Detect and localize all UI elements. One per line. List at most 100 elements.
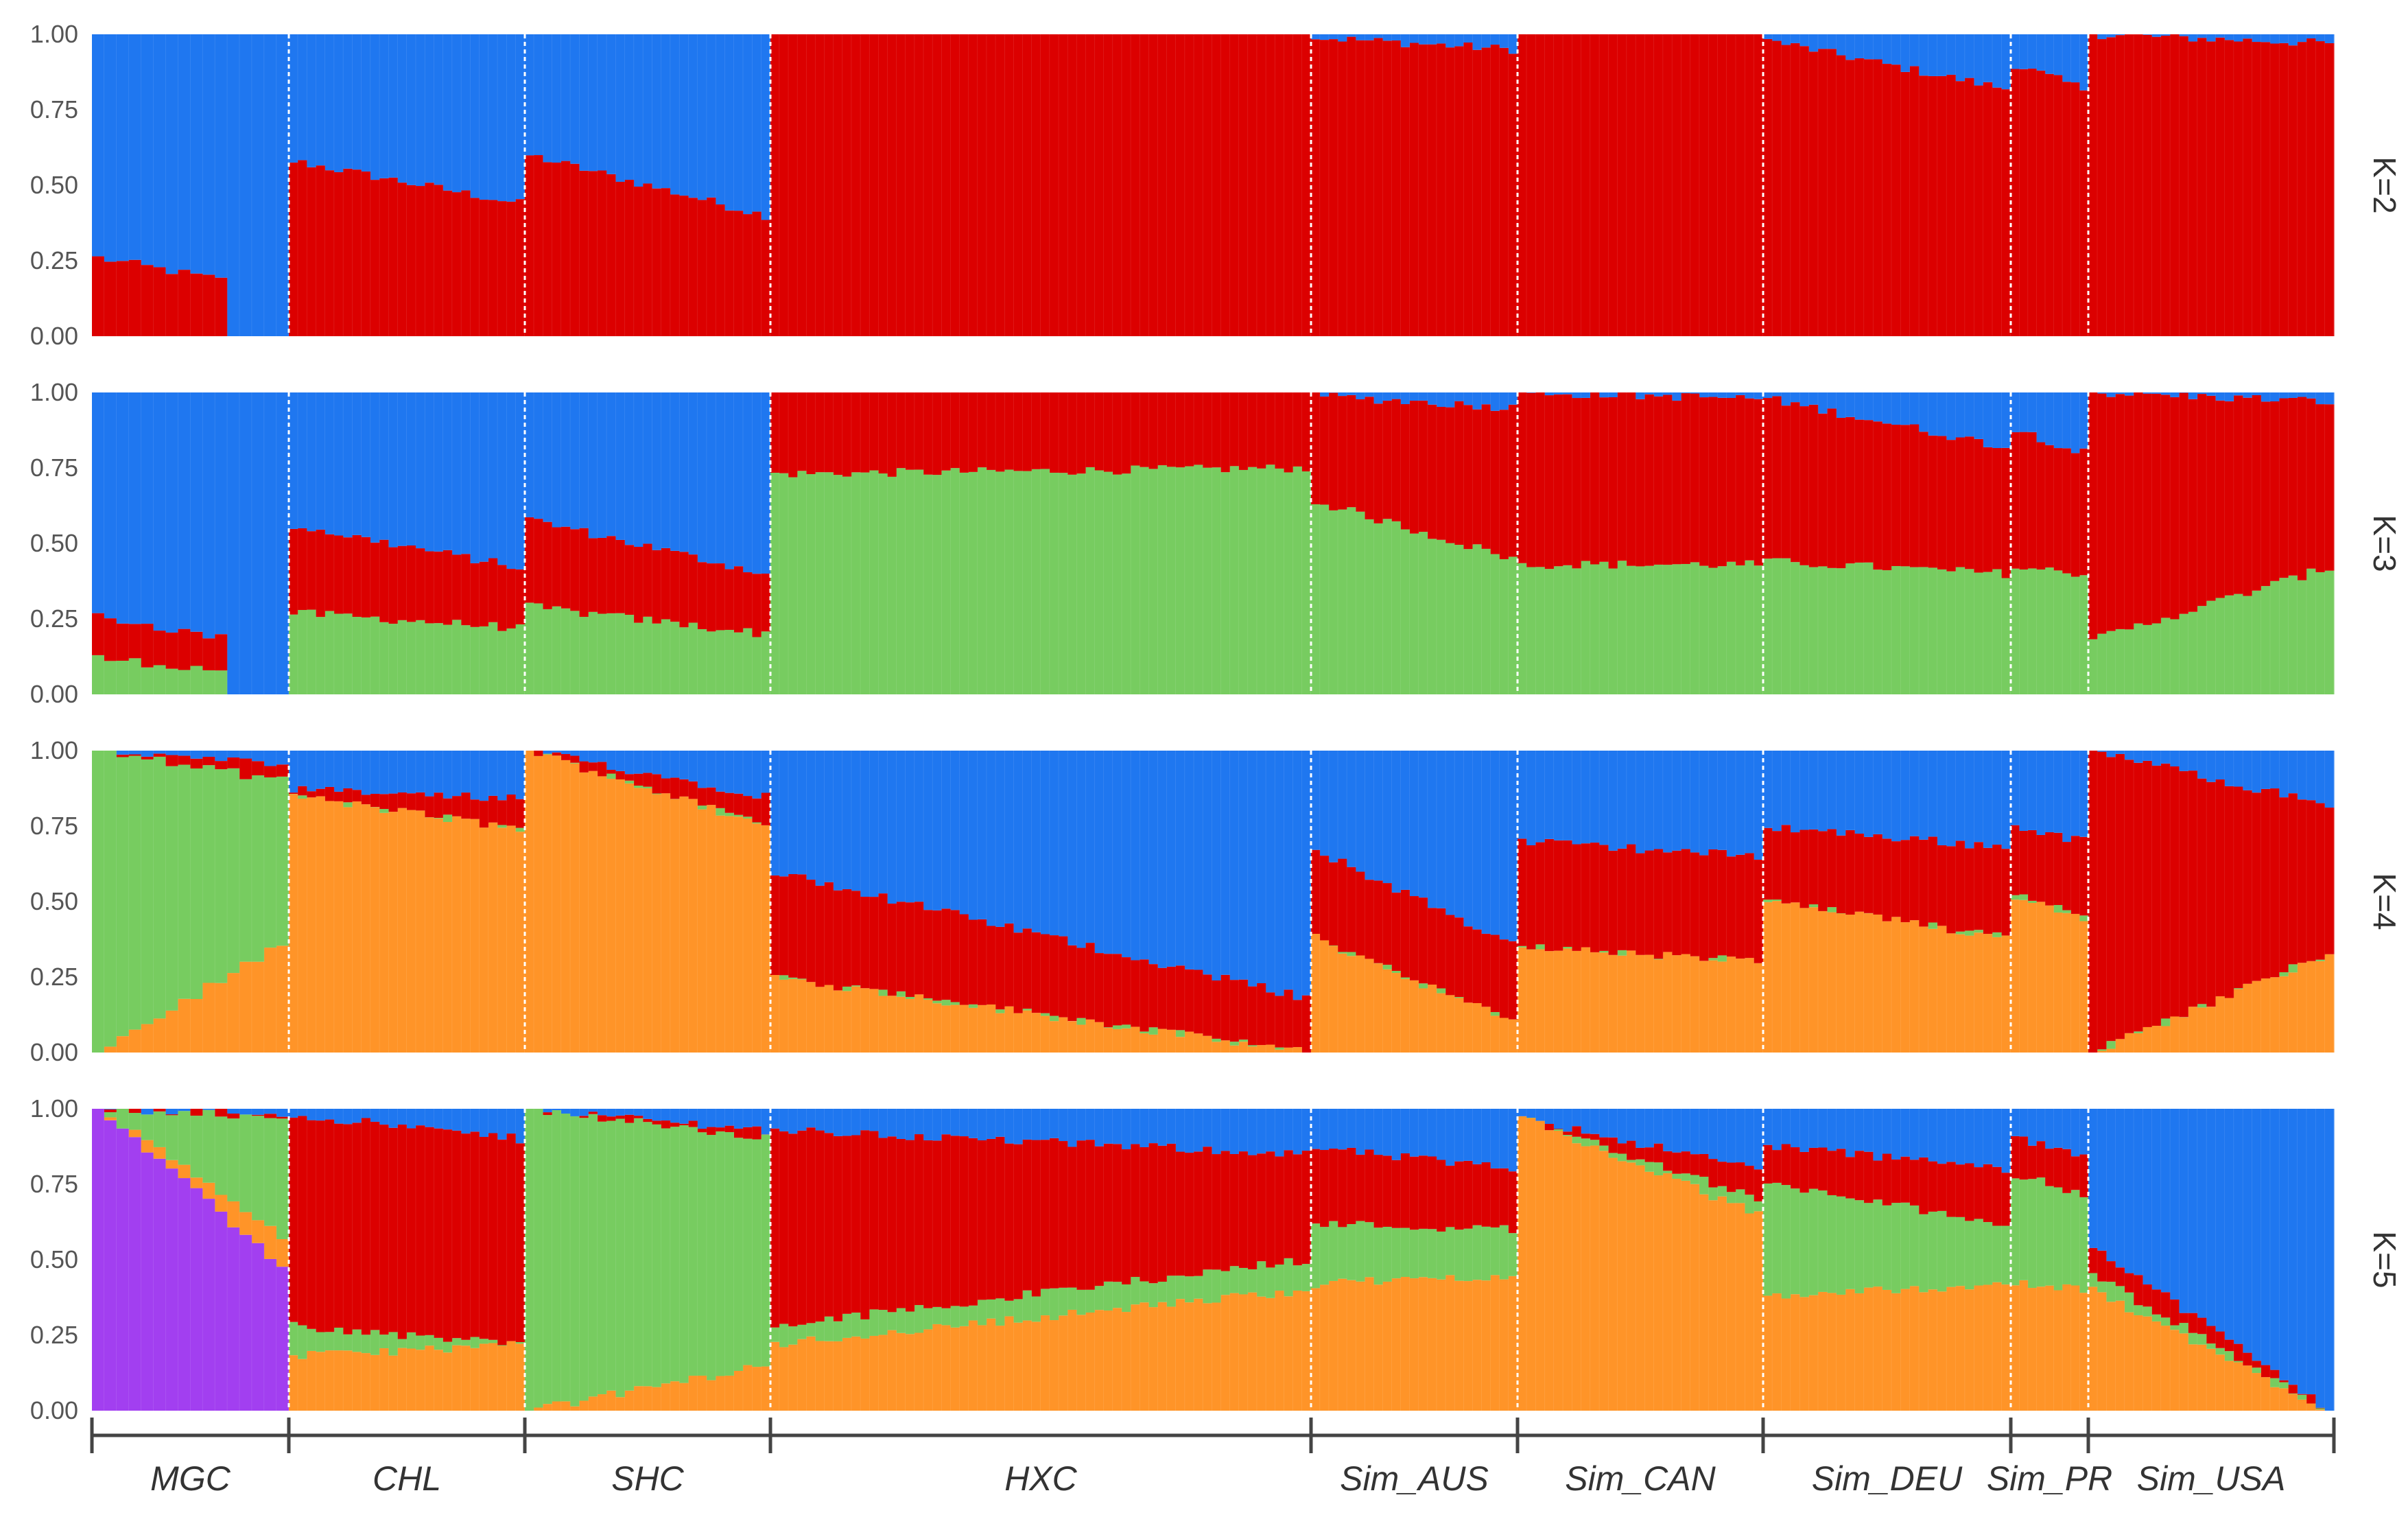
y-tick-label: 0.25 xyxy=(30,963,78,991)
bar-HXC-1-green xyxy=(779,473,789,694)
bar-HXC-43-red xyxy=(1158,392,1168,465)
bar-Sim_AUS-8-green xyxy=(1383,519,1393,694)
bar-HXC-18-green xyxy=(932,475,942,694)
bar-HXC-30-orange xyxy=(1041,1016,1050,1053)
bar-HXC-3-green xyxy=(797,1325,807,1339)
bar-CHL-5-blue xyxy=(334,751,344,792)
bar-Sim_AUS-18-red xyxy=(1473,50,1483,336)
bar-Sim_USA-24-blue xyxy=(2306,751,2316,800)
bar-CHL-11-red xyxy=(389,1128,399,1332)
bar-HXC-39-blue xyxy=(1122,1109,1131,1149)
bar-HXC-46-blue xyxy=(1185,1109,1194,1153)
bar-Sim_AUS-14-red xyxy=(1437,43,1446,336)
bar-CHL-10-green xyxy=(379,809,389,813)
bar-HXC-54-red xyxy=(1257,34,1266,336)
bar-HXC-45-blue xyxy=(1176,1109,1185,1152)
bar-Sim_CAN-24-orange xyxy=(1736,1203,1745,1411)
bar-HXC-14-red xyxy=(897,392,906,468)
bar-Sim_DEU-9-blue xyxy=(1845,751,1855,830)
bar-Sim_PR-1-blue xyxy=(2020,751,2029,831)
bar-Sim_AUS-1-red xyxy=(1320,397,1330,505)
bar-Sim_DEU-12-blue xyxy=(1873,34,1882,60)
bar-Sim_AUS-13-green xyxy=(1428,1229,1437,1278)
bar-HXC-47-blue xyxy=(1194,751,1203,969)
bar-Sim_DEU-15-orange xyxy=(1901,1289,1911,1411)
bar-HXC-20-green xyxy=(951,468,960,694)
bar-MGC-6-blue xyxy=(166,34,179,274)
bar-CHL-10-blue xyxy=(379,751,389,794)
bar-Sim_USA-12-blue xyxy=(2197,34,2207,38)
bar-MGC-5-orange xyxy=(154,1147,167,1159)
bar-Sim_CAN-2-red xyxy=(1536,34,1546,336)
bar-Sim_DEU-24-green xyxy=(1983,572,1993,694)
bar-Sim_USA-16-red xyxy=(2234,1344,2243,1361)
bar-CHL-7-green xyxy=(353,617,362,694)
bar-Sim_USA-18-orange xyxy=(2252,1373,2262,1411)
bar-Sim_USA-1-red xyxy=(2097,752,2107,1050)
bar-Sim_AUS-15-blue xyxy=(1445,1109,1455,1166)
bar-Sim_USA-2-green xyxy=(2107,1282,2116,1302)
bar-Sim_AUS-18-blue xyxy=(1473,751,1483,930)
bar-CHL-13-green xyxy=(407,1332,416,1349)
bar-Sim_DEU-6-red xyxy=(1818,414,1828,567)
bar-HXC-41-orange xyxy=(1140,1302,1149,1411)
bar-MGC-6-red xyxy=(166,274,179,336)
group-SHC xyxy=(525,392,771,694)
bar-Sim_DEU-8-green xyxy=(1837,1197,1846,1295)
bar-HXC-34-green xyxy=(1077,1018,1087,1025)
bar-HXC-54-orange xyxy=(1257,1045,1266,1053)
bar-Sim_DEU-9-red xyxy=(1845,1157,1855,1198)
bar-HXC-18-red xyxy=(932,34,942,336)
bar-Sim_CAN-8-orange xyxy=(1590,1146,1600,1411)
bar-Sim_PR-3-blue xyxy=(2037,1109,2046,1141)
bar-HXC-50-blue xyxy=(1221,1109,1231,1151)
bar-Sim_AUS-15-blue xyxy=(1445,392,1455,408)
bar-Sim_DEU-14-blue xyxy=(1891,392,1901,425)
bar-HXC-5-red xyxy=(816,886,825,987)
bar-Sim_USA-7-orange xyxy=(2152,1321,2162,1411)
bar-Sim_USA-2-red xyxy=(2107,1261,2116,1282)
bar-MGC-13-blue xyxy=(252,34,265,336)
bar-Sim_AUS-7-blue xyxy=(1374,34,1384,38)
bar-CHL-20-blue xyxy=(471,392,480,563)
bar-Sim_AUS-20-red xyxy=(1491,935,1500,1012)
bar-Sim_USA-15-blue xyxy=(2225,1109,2234,1340)
bar-Sim_PR-4-green xyxy=(2045,567,2054,694)
bar-HXC-45-red xyxy=(1176,392,1185,467)
bar-SHC-2-red xyxy=(543,162,553,336)
bar-Sim_CAN-23-green xyxy=(1727,1192,1736,1203)
bar-HXC-9-green xyxy=(851,985,861,987)
bar-HXC-53-green xyxy=(1248,1269,1258,1293)
bar-Sim_CAN-23-red xyxy=(1727,856,1736,956)
bar-HXC-4-green xyxy=(807,1323,816,1336)
bar-CHL-8-red xyxy=(362,795,371,804)
bar-Sim_PR-3-red xyxy=(2037,443,2046,570)
bar-Sim_USA-2-green xyxy=(2107,1041,2116,1048)
bar-Sim_AUS-12-blue xyxy=(1419,34,1428,45)
bar-HXC-17-green xyxy=(923,1308,933,1330)
bar-CHL-13-orange xyxy=(407,810,416,1053)
bar-Sim_DEU-6-red xyxy=(1818,49,1828,336)
bar-SHC-16-blue xyxy=(670,1109,680,1123)
bar-SHC-23-red xyxy=(734,566,744,633)
bar-SHC-23-green xyxy=(734,633,744,694)
bar-HXC-42-red xyxy=(1149,964,1159,1027)
bar-Sim_USA-23-red xyxy=(2298,1394,2307,1395)
bar-SHC-17-orange xyxy=(679,797,689,1053)
bar-HXC-21-green xyxy=(960,1306,969,1326)
bar-HXC-49-red xyxy=(1212,1154,1222,1269)
bar-SHC-15-orange xyxy=(661,1383,671,1411)
bar-Sim_USA-16-red xyxy=(2234,41,2243,336)
bar-Sim_AUS-7-green xyxy=(1374,1227,1384,1284)
bar-Sim_DEU-25-red xyxy=(1992,845,2002,932)
bar-HXC-58-green xyxy=(1293,1265,1303,1291)
bar-Sim_DEU-23-blue xyxy=(1974,392,1984,439)
bar-MGC-5-red xyxy=(154,1109,167,1112)
bar-Sim_DEU-13-red xyxy=(1882,64,1892,336)
bar-Sim_CAN-6-blue xyxy=(1572,1109,1582,1126)
bar-HXC-33-blue xyxy=(1067,751,1077,945)
bar-CHL-12-green xyxy=(398,1339,408,1348)
bar-HXC-22-green xyxy=(969,1306,978,1321)
bar-Sim_CAN-5-blue xyxy=(1563,751,1572,841)
bar-Sim_PR-4-red xyxy=(2045,1149,2054,1186)
